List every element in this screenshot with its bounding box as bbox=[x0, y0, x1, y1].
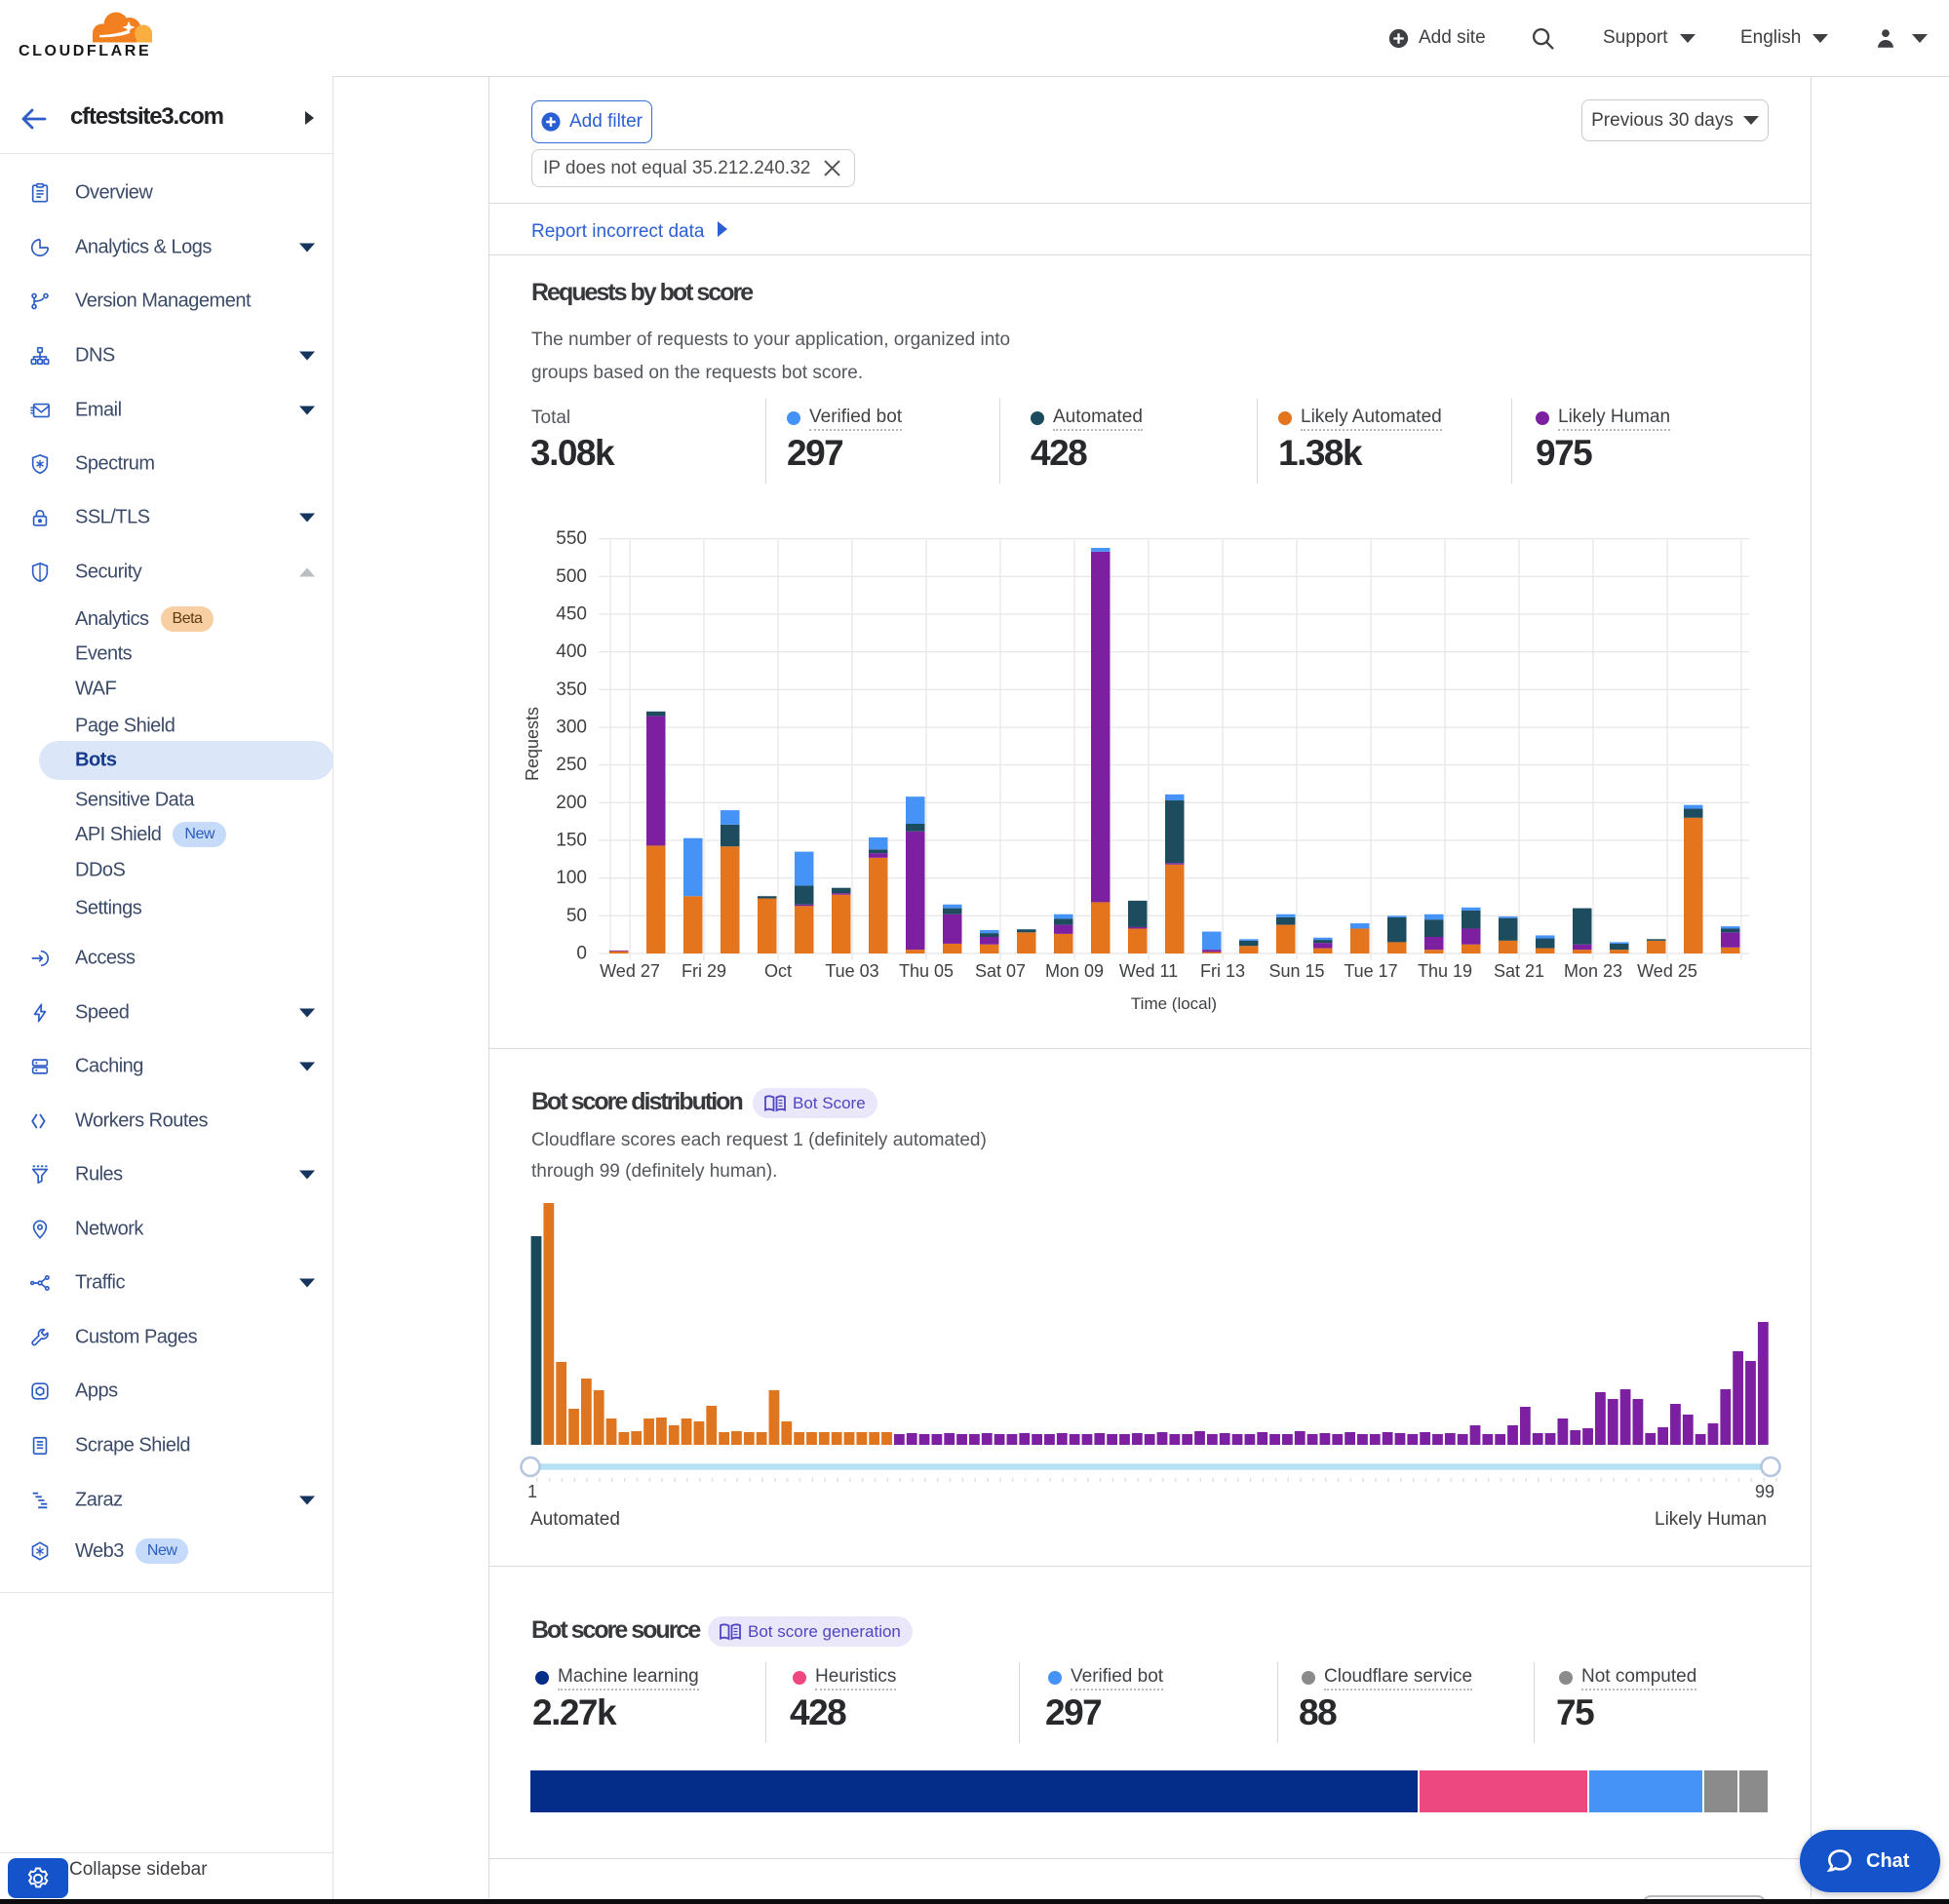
svg-text:100: 100 bbox=[556, 868, 587, 888]
svg-text:Thu 05: Thu 05 bbox=[899, 961, 954, 981]
svg-text:Wed 27: Wed 27 bbox=[600, 961, 660, 981]
svg-text:500: 500 bbox=[556, 566, 587, 587]
svg-text:Mon 23: Mon 23 bbox=[1564, 961, 1622, 981]
svg-text:50: 50 bbox=[566, 906, 587, 926]
svg-text:Mon 09: Mon 09 bbox=[1045, 961, 1104, 981]
svg-text:Wed 25: Wed 25 bbox=[1637, 961, 1697, 981]
svg-text:150: 150 bbox=[556, 831, 587, 851]
svg-text:0: 0 bbox=[576, 944, 587, 964]
svg-text:Tue 03: Tue 03 bbox=[825, 961, 878, 981]
svg-text:Sat 21: Sat 21 bbox=[1494, 961, 1544, 981]
svg-text:350: 350 bbox=[556, 680, 587, 700]
svg-text:Requests: Requests bbox=[523, 707, 542, 781]
svg-text:400: 400 bbox=[556, 641, 587, 662]
svg-text:Sat 07: Sat 07 bbox=[975, 961, 1026, 981]
svg-text:Thu 19: Thu 19 bbox=[1418, 961, 1472, 981]
svg-text:250: 250 bbox=[556, 755, 587, 775]
svg-text:Tue 17: Tue 17 bbox=[1344, 961, 1397, 981]
svg-text:Sun 15: Sun 15 bbox=[1268, 961, 1324, 981]
svg-text:300: 300 bbox=[556, 718, 587, 738]
svg-text:550: 550 bbox=[556, 528, 587, 549]
svg-text:Time (local): Time (local) bbox=[1131, 994, 1217, 1013]
svg-text:Fri 29: Fri 29 bbox=[682, 961, 726, 981]
svg-text:Wed 11: Wed 11 bbox=[1119, 961, 1178, 981]
svg-text:Oct: Oct bbox=[764, 961, 792, 981]
svg-text:Fri 13: Fri 13 bbox=[1200, 961, 1245, 981]
svg-text:200: 200 bbox=[556, 793, 587, 813]
svg-text:450: 450 bbox=[556, 604, 587, 625]
